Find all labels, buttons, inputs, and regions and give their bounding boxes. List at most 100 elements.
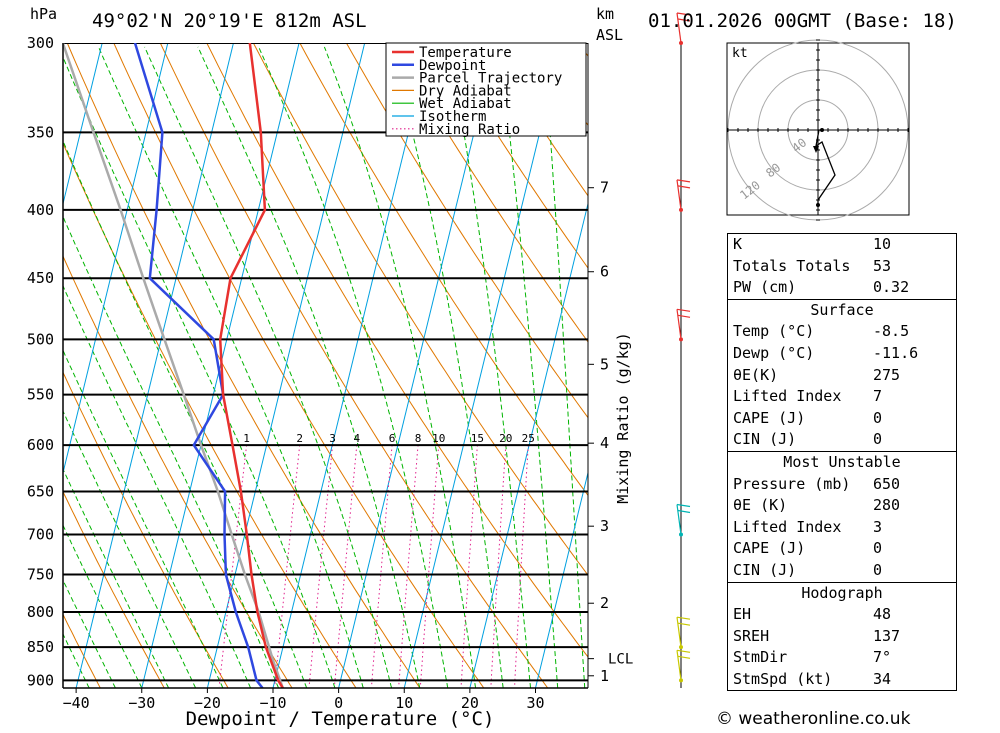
indices-row: Dewp (°C) -11.6	[728, 343, 956, 365]
temp-tick-label: 20	[461, 694, 479, 712]
indices-key: PW (cm)	[733, 278, 797, 297]
wet-adiabat-line	[63, 468, 170, 688]
indices-key: CIN (J)	[733, 560, 797, 579]
dry-adiabat-line	[951, 43, 1000, 688]
indices-key: Lifted Index	[733, 387, 842, 406]
wind-barb-flag	[677, 18, 691, 22]
pressure-tick-label: 450	[27, 269, 54, 287]
wind-barb-flag	[676, 308, 691, 312]
wet-adiabat-line	[63, 56, 336, 688]
indices-value: 137	[873, 626, 901, 645]
indices-row: θE (K) 280	[728, 495, 956, 517]
indices-value: 0	[873, 560, 883, 579]
mixing-ratio-axis-label: Mixing Ratio (g/kg)	[614, 332, 632, 504]
indices-value: 53	[873, 256, 892, 275]
surface-section-title: Surface	[728, 298, 956, 322]
mixing-ratio-line	[274, 445, 301, 687]
isotherm-line	[403, 43, 563, 688]
indices-key: CAPE (J)	[733, 539, 806, 558]
temp-tick-label: 0	[334, 694, 343, 712]
dry-adiabat-line	[345, 43, 588, 419]
dry-adiabat-line	[439, 43, 588, 269]
dry-adiabat-line	[63, 371, 229, 688]
indices-value: 7	[873, 387, 883, 406]
wet-adiabat-line	[543, 46, 586, 688]
indices-row: EH 48	[728, 604, 956, 626]
wind-profile	[676, 12, 691, 688]
indices-key: EH	[733, 605, 752, 624]
pressure-tick-label: 400	[27, 201, 54, 219]
wind-barb-flag	[677, 185, 691, 189]
mixing-ratio-tick-label: 3	[329, 432, 336, 445]
indices-value: 650	[873, 474, 901, 493]
indices-row: StmDir 7°	[728, 647, 956, 669]
dry-adiabat-line	[63, 613, 101, 688]
indices-value: 7°	[873, 648, 892, 667]
pressure-tick-label: 500	[27, 330, 54, 348]
dry-adiabat-line	[299, 43, 588, 497]
wet-adiabat-line	[63, 349, 224, 688]
indices-key: StmSpd (kt)	[733, 669, 833, 688]
copyright-notice: © weatheronline.co.uk	[716, 709, 911, 729]
wind-barb-flag	[676, 503, 691, 508]
legend-box	[385, 42, 587, 137]
indices-row: K 10	[728, 234, 956, 256]
indices-key: Dewp (°C)	[733, 343, 815, 362]
mixing-ratio-tick-label: 20	[499, 432, 512, 445]
mixing-ratio-tick-label: 1	[243, 432, 250, 445]
mixing-ratio-line	[398, 445, 419, 687]
indices-value: -11.6	[873, 343, 919, 362]
mixing-ratio-line	[371, 445, 393, 687]
isobars	[63, 43, 588, 682]
mixing-ratio-tick-label: 6	[389, 432, 396, 445]
mixing-ratio-tick-label: 25	[522, 432, 535, 445]
pressure-tick-label: 800	[27, 603, 54, 621]
wind-barb-staff	[676, 179, 682, 210]
temp-tick-label: −40	[63, 694, 90, 712]
indices-value: 0.32	[873, 278, 910, 297]
wind-barb-flag	[677, 314, 691, 318]
mixing-ratio-tick-label: 15	[471, 432, 484, 445]
mixing-ratio-tick-label: 4	[353, 432, 360, 445]
mixing-ratio-tick-label: 2	[296, 432, 303, 445]
isotherm-line	[469, 201, 588, 688]
indices-row: Temp (°C) -8.5	[728, 321, 956, 343]
km-tick-label: 2	[600, 594, 609, 612]
isotherm-line	[75, 43, 234, 688]
asl-label: ASL	[596, 26, 623, 44]
indices-row: PW (cm) 0.32	[728, 277, 956, 299]
indices-key: θE (K)	[733, 496, 788, 515]
indices-table: K 10 Totals Totals 53 PW (cm) 0.32 Surface Te…	[727, 233, 957, 692]
hodograph-point	[820, 128, 824, 132]
legend-entry: Temperature	[419, 45, 512, 61]
dewpoint-line	[133, 43, 264, 688]
indices-key: K	[733, 235, 743, 253]
isotherm-line	[63, 43, 169, 475]
pressure-tick-label: 300	[27, 34, 54, 52]
km-tick-label: 3	[600, 517, 609, 535]
wind-barb-staff	[676, 504, 682, 535]
km-tick-label: 1	[600, 667, 609, 685]
pressure-tick-label: 900	[27, 671, 54, 689]
hodograph-point	[816, 203, 820, 207]
indices-value: 0	[873, 430, 883, 449]
wet-adiabats	[63, 46, 586, 688]
hodograph-section-title: Hodograph	[728, 581, 956, 605]
isotherm-line	[535, 470, 588, 688]
dry-adiabat-line	[113, 43, 485, 688]
indices-value: 0	[873, 539, 883, 558]
mixing-ratio-lines	[218, 445, 529, 687]
location-title: 49°02'N 20°19'E 812m ASL	[92, 10, 367, 32]
wet-adiabat-line	[63, 215, 279, 688]
wet-adiabat-line	[447, 46, 531, 688]
indices-row: SREH 137	[728, 626, 956, 648]
wind-barb-staff	[676, 12, 682, 44]
wind-barb-flag	[676, 649, 691, 653]
dry-adiabat-line	[206, 43, 588, 658]
wet-adiabat-line	[63, 284, 252, 688]
dry-adiabat-line	[252, 43, 588, 577]
indices-row: Lifted Index 7	[728, 386, 956, 408]
